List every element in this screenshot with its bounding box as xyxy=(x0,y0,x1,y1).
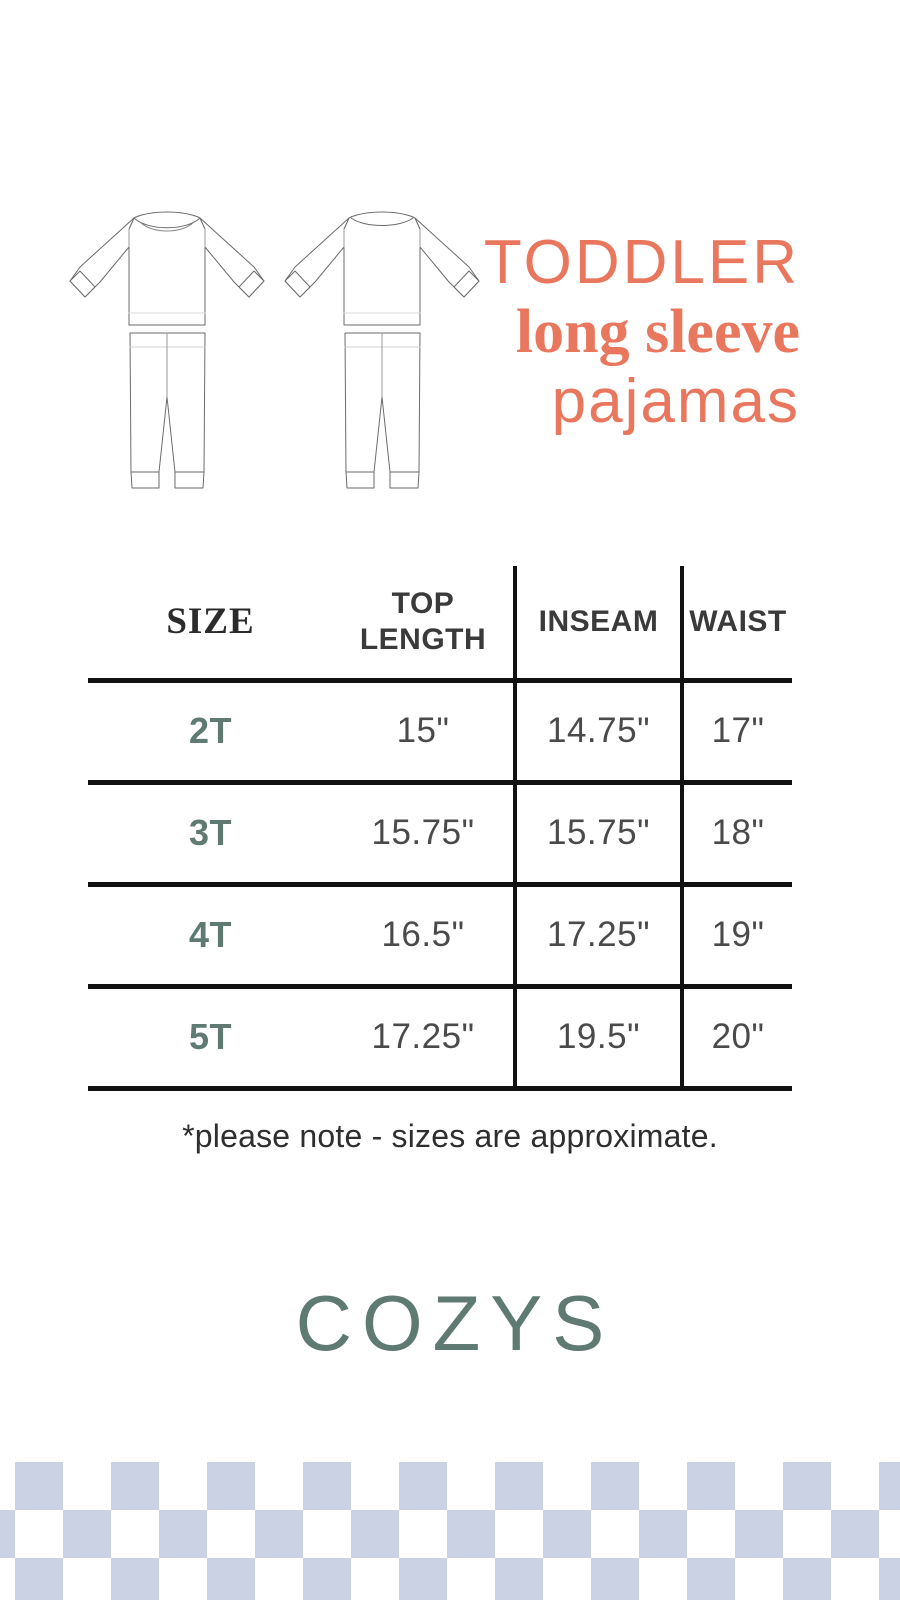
cell-size: 4T xyxy=(88,881,333,986)
cell-size: 3T xyxy=(88,779,333,884)
pajama-set-front-illustration xyxy=(69,211,265,489)
cell-size: 2T xyxy=(88,677,333,782)
hero-section: TODDLER long sleeve pajamas xyxy=(0,185,900,515)
pajama-set-back-illustration xyxy=(284,211,480,489)
cell-inseam: 15.75" xyxy=(513,779,682,884)
table-row: 4T 16.5" 17.25" 19" xyxy=(88,881,792,986)
column-header-top-length-line1: TOP xyxy=(391,587,455,621)
cell-top-length: 15.75" xyxy=(333,779,515,884)
checkerboard-grid xyxy=(0,1462,900,1600)
cell-top-length: 16.5" xyxy=(333,881,515,986)
cell-inseam: 17.25" xyxy=(513,881,682,986)
checkerboard-footer-pattern xyxy=(0,1462,900,1600)
title-line-pajamas: pajamas xyxy=(551,367,800,437)
cell-top-length: 15" xyxy=(333,677,515,782)
title-line-toddler: TODDLER xyxy=(483,228,800,297)
table-header-row: SIZE TOP LENGTH INSEAM WAIST xyxy=(88,566,792,680)
table-row: 2T 15" 14.75" 17" xyxy=(88,677,792,782)
size-table-head: SIZE TOP LENGTH INSEAM WAIST xyxy=(88,566,792,680)
chart-title: TODDLER long sleeve pajamas xyxy=(280,230,800,435)
cell-size: 5T xyxy=(88,983,333,1091)
title-line-long-sleeve: long sleeve xyxy=(515,297,800,366)
cell-inseam: 19.5" xyxy=(513,983,682,1091)
brand-logo-cozys: COZYS xyxy=(295,1279,615,1367)
column-header-inseam: INSEAM xyxy=(513,566,682,680)
cell-inseam: 14.75" xyxy=(513,677,682,782)
column-header-top-length: TOP LENGTH xyxy=(333,566,515,680)
size-table-body: 2T 15" 14.75" 17" 3T 15.75" 15.75" 18" 4… xyxy=(88,677,792,1091)
column-header-top-length-line2: LENGTH xyxy=(359,622,487,656)
column-header-waist: WAIST xyxy=(680,566,792,680)
column-header-size: SIZE xyxy=(166,601,255,643)
size-table-container: SIZE TOP LENGTH INSEAM WAIST 2T 15" 14.7… xyxy=(88,566,792,1091)
cell-waist: 18" xyxy=(680,779,792,884)
table-row: 3T 15.75" 15.75" 18" xyxy=(88,779,792,884)
table-row: 5T 17.25" 19.5" 20" xyxy=(88,983,792,1091)
cell-waist: 19" xyxy=(680,881,792,986)
cell-waist: 20" xyxy=(680,983,792,1091)
cell-top-length: 17.25" xyxy=(333,983,515,1091)
size-table: SIZE TOP LENGTH INSEAM WAIST 2T 15" 14.7… xyxy=(88,566,792,1091)
cell-waist: 17" xyxy=(680,677,792,782)
approximate-sizes-note: *please note - sizes are approximate. xyxy=(182,1118,718,1154)
